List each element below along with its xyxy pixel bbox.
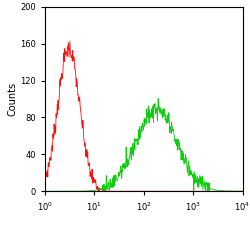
Y-axis label: Counts: Counts [7, 82, 17, 116]
